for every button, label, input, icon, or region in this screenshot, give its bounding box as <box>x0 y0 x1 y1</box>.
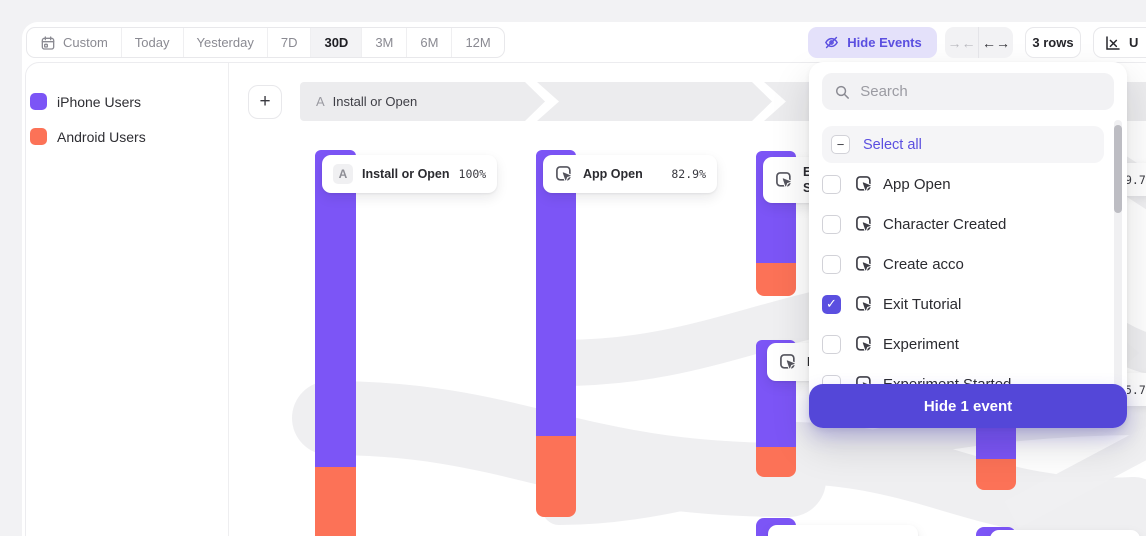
date-range-7d[interactable]: 7D <box>268 28 312 57</box>
event-row-create-account[interactable]: Create acco <box>822 244 1102 284</box>
bar-segment-iphone <box>315 150 356 467</box>
column-width-toggle: →← ←→ <box>945 27 1013 58</box>
step-a-label: Install or Open <box>332 94 418 109</box>
bar-segment-android <box>976 459 1016 490</box>
legend-item-android[interactable]: Android Users <box>30 128 146 145</box>
event-click-icon <box>780 354 796 370</box>
funnel-bar-install-or-open[interactable] <box>315 150 356 536</box>
legend-divider <box>228 63 229 536</box>
legend-label: Android Users <box>57 128 146 145</box>
event-row-exit-tutorial[interactable]: ✓ Exit Tutorial <box>822 284 1102 324</box>
date-range-yesterday[interactable]: Yesterday <box>184 28 268 57</box>
iphone-color-swatch <box>30 93 47 110</box>
event-click-icon <box>776 172 792 188</box>
funnel-card-step3-row3[interactable] <box>768 525 918 536</box>
event-click-icon <box>856 296 872 312</box>
collapse-columns-button[interactable]: →← <box>945 27 979 58</box>
event-click-icon <box>856 336 872 352</box>
date-range-12m[interactable]: 12M <box>465 35 491 50</box>
hide-event-action-label: Hide 1 event <box>923 397 1013 415</box>
date-range-3m[interactable]: 3M <box>362 28 408 57</box>
date-range-6m[interactable]: 6M <box>407 28 453 57</box>
calendar-icon <box>41 35 55 50</box>
step-segment-b[interactable] <box>537 82 772 121</box>
bar-segment-android <box>315 467 356 536</box>
event-row-app-open[interactable]: App Open <box>822 164 1102 204</box>
event-click-icon <box>856 216 872 232</box>
funnel-bar-step4-row2[interactable] <box>976 420 1016 490</box>
event-row-character-created[interactable]: Character Created <box>822 204 1102 244</box>
dropdown-scrollbar-track[interactable] <box>1114 120 1122 420</box>
expand-columns-button[interactable]: ←→ <box>982 34 1010 51</box>
event-checkbox[interactable] <box>822 174 841 194</box>
funnel-card-install-or-open[interactable]: A Install or Open 100% <box>322 155 497 193</box>
event-row-experiment[interactable]: Experiment <box>822 324 1102 364</box>
users-button-label: U <box>1129 35 1139 50</box>
bar-segment-android <box>756 263 796 296</box>
search-icon <box>835 85 849 99</box>
event-checkbox[interactable] <box>822 334 841 354</box>
event-click-icon <box>856 176 872 192</box>
date-range-label: Custom <box>63 35 108 50</box>
rows-count-button[interactable]: 3 rows <box>1025 27 1081 58</box>
add-step-button[interactable]: + <box>248 85 282 119</box>
event-checkbox[interactable] <box>822 214 841 234</box>
legend-item-iphone[interactable]: iPhone Users <box>30 93 141 110</box>
select-all-checkbox-indeterminate[interactable]: − <box>831 135 850 154</box>
funnel-card-app-open[interactable]: App Open 82.9% <box>543 155 717 193</box>
eye-off-icon <box>825 36 839 49</box>
step-segment-a[interactable]: A Install or Open <box>300 82 545 121</box>
bar-segment-android <box>756 447 796 477</box>
hide-events-label: Hide Events <box>847 35 922 50</box>
bar-segment-android <box>536 436 576 517</box>
conversion-chart-icon <box>1106 35 1120 50</box>
step-a-badge: A <box>333 164 353 184</box>
date-range-custom[interactable]: Custom <box>27 28 122 57</box>
rows-count-label: 3 rows <box>1032 35 1074 50</box>
date-range-segmented-control: Custom Today Yesterday 7D 30D 3M 6M 12M <box>26 27 505 58</box>
android-color-swatch <box>30 128 47 145</box>
event-click-icon <box>556 166 572 182</box>
funnel-card-step4-row3[interactable] <box>990 530 1140 536</box>
dropdown-scrollbar-thumb[interactable] <box>1114 125 1122 213</box>
event-checkbox-checked[interactable]: ✓ <box>822 294 841 314</box>
legend-label: iPhone Users <box>57 93 142 110</box>
conversion-percent: 82.9% <box>671 167 706 181</box>
bar-segment-iphone <box>536 150 576 436</box>
conversion-percent: 5.7% <box>1125 382 1146 397</box>
select-all-label: Select all <box>863 136 922 153</box>
events-dropdown-panel: − Select all App Open Character Created <box>809 62 1127 428</box>
step-a-prefix: A <box>316 94 325 109</box>
date-range-30d-active[interactable]: 30D <box>311 28 363 57</box>
hide-event-action-button[interactable]: Hide 1 event <box>809 384 1127 428</box>
event-click-icon <box>856 256 872 272</box>
date-range-today[interactable]: Today <box>122 28 184 57</box>
users-chart-button[interactable]: U <box>1093 27 1146 58</box>
funnel-bar-app-open[interactable] <box>536 150 576 517</box>
conversion-percent: 9.7% <box>1125 172 1146 187</box>
select-all-row[interactable]: − Select all <box>822 126 1104 163</box>
event-search[interactable] <box>822 73 1114 110</box>
search-input[interactable] <box>860 83 1102 100</box>
event-checkbox[interactable] <box>822 254 841 274</box>
plus-icon: + <box>259 91 271 112</box>
conversion-percent: 100% <box>458 167 487 181</box>
hide-events-button[interactable]: Hide Events <box>808 27 937 58</box>
